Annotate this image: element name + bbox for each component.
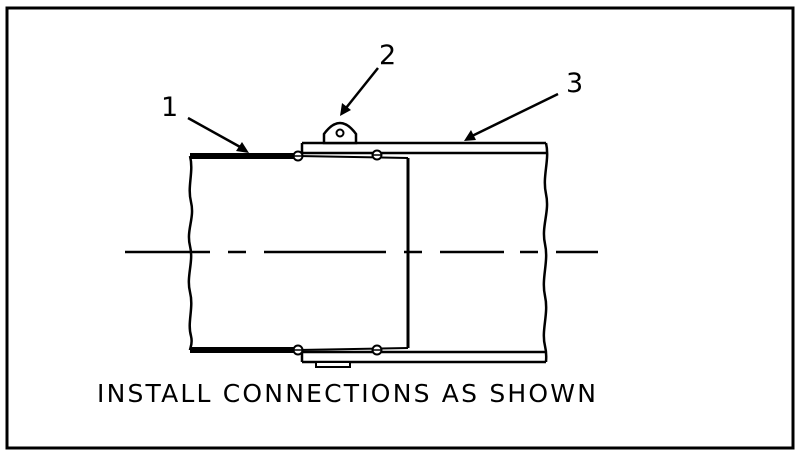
callout-2: 2	[379, 40, 396, 71]
leader-arrow-1	[187, 116, 249, 153]
leader-arrow-2	[340, 67, 379, 116]
connector-screw-top-right	[371, 149, 383, 161]
leader-arrow-3	[464, 92, 559, 141]
connector-screw-top-left	[292, 150, 304, 162]
connector-screw-bottom-left	[292, 344, 304, 356]
callout-1: 1	[161, 92, 178, 123]
connector-screw-bottom-right	[371, 344, 383, 356]
connector-bracket-top	[322, 121, 358, 145]
pipe-3-break-line	[542, 142, 549, 363]
pipe-1-break-line	[187, 155, 194, 351]
install-caption: INSTALL CONNECTIONS AS SHOWN	[97, 379, 598, 408]
connector-bracket-bottom	[315, 361, 351, 368]
callout-3: 3	[566, 68, 583, 99]
pipe-1	[187, 153, 410, 353]
drawing-frame	[5, 6, 795, 450]
